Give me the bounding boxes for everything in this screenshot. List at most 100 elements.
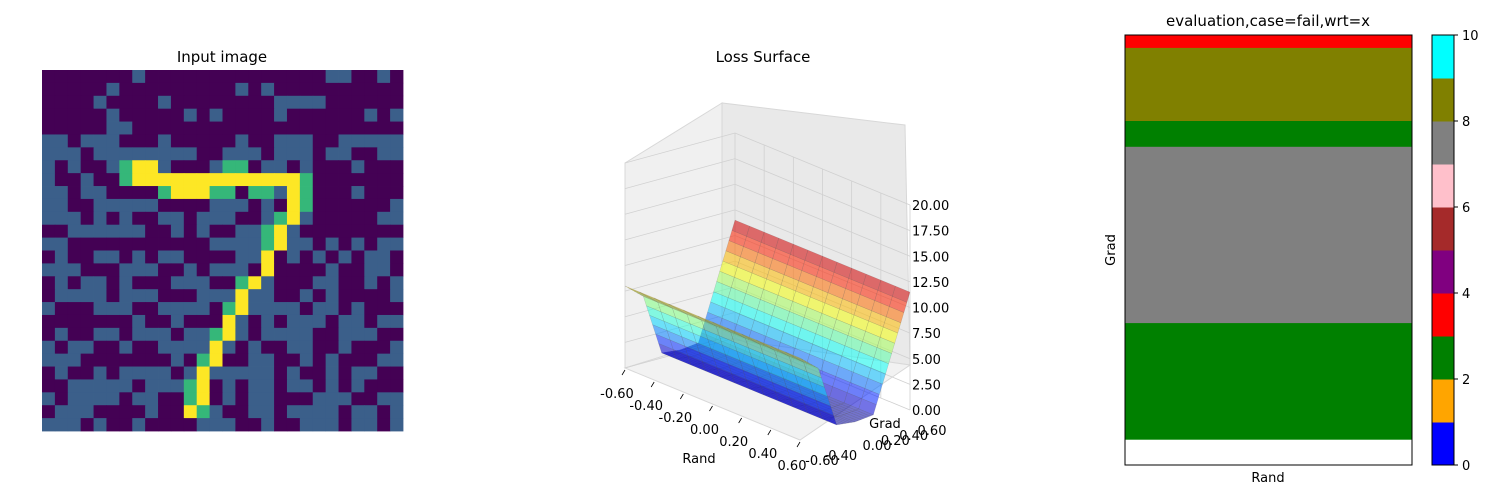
input-pixel (235, 302, 249, 316)
input-pixel (158, 211, 172, 226)
input-pixel (196, 147, 210, 161)
input-pixel (235, 327, 249, 342)
input-pixel (42, 418, 56, 432)
input-pixel (42, 276, 56, 290)
input-pixel (80, 353, 94, 367)
input-pixel (235, 198, 249, 213)
input-pixel (364, 314, 378, 329)
input-pixel (235, 147, 249, 161)
input-pixel (286, 211, 301, 226)
colorbar-segment (1432, 121, 1454, 165)
input-pixel (80, 70, 94, 84)
input-pixel (377, 289, 391, 303)
input-pixel (248, 134, 262, 148)
input-pixel (325, 379, 339, 393)
evaluation-band (1125, 323, 1412, 440)
input-pixel (299, 263, 314, 277)
input-pixel (106, 314, 120, 329)
input-pixel (183, 82, 198, 97)
input-pixel (106, 186, 120, 200)
surface-y-tick: -0.40 (824, 449, 858, 464)
input-pixel (248, 95, 262, 110)
input-pixel (132, 405, 146, 419)
input-pixel (93, 379, 107, 393)
input-pixel (67, 289, 82, 303)
input-pixel (261, 237, 275, 251)
input-pixel (325, 276, 339, 290)
input-pixel (261, 353, 275, 367)
input-pixel (364, 147, 378, 161)
input-pixel (132, 134, 146, 148)
input-pixel (67, 392, 82, 406)
input-pixel (209, 82, 223, 97)
colorbar-segment (1432, 293, 1454, 337)
input-pixel (158, 314, 172, 329)
input-pixel (119, 302, 133, 316)
input-pixel (67, 379, 82, 393)
input-pixel (67, 121, 82, 135)
input-pixel (158, 173, 172, 187)
input-pixel (119, 224, 133, 238)
input-pixel (222, 82, 236, 97)
input-pixel (261, 198, 275, 213)
input-pixel (145, 302, 159, 316)
input-pixel (248, 198, 262, 213)
input-pixel (132, 224, 146, 238)
input-pixel (170, 392, 185, 406)
input-pixel (274, 198, 288, 213)
input-pixel (248, 405, 262, 419)
input-pixel (119, 95, 133, 110)
input-pixel (67, 263, 82, 277)
input-pixel (80, 95, 94, 110)
input-pixel (377, 276, 391, 290)
input-pixel (325, 224, 339, 238)
input-pixel (132, 327, 146, 342)
input-pixel (390, 237, 404, 251)
input-pixel (338, 302, 352, 316)
input-pixel (286, 276, 301, 290)
input-pixel (170, 405, 185, 419)
input-pixel (196, 237, 210, 251)
input-pixel (261, 276, 275, 290)
input-pixel (377, 70, 391, 84)
input-pixel (351, 289, 365, 303)
input-pixel (196, 134, 210, 148)
input-pixel (390, 121, 404, 135)
input-pixel (222, 366, 236, 380)
input-pixel (158, 392, 172, 406)
input-pixel (261, 211, 275, 226)
input-pixel (67, 353, 82, 367)
input-pixel (183, 198, 198, 213)
input-pixel (377, 418, 391, 432)
input-pixel (286, 134, 301, 148)
evaluation-band (1125, 146, 1412, 324)
input-pixel (209, 70, 223, 84)
input-pixel (364, 302, 378, 316)
input-pixel (196, 327, 210, 342)
input-pixel (222, 198, 236, 213)
input-pixel (209, 186, 223, 200)
input-pixel (106, 250, 120, 264)
input-pixel (42, 353, 56, 367)
input-pixel (274, 134, 288, 148)
input-pixel (67, 340, 82, 355)
input-pixel (377, 186, 391, 200)
input-pixel (106, 160, 120, 174)
input-pixel (106, 147, 120, 161)
input-pixel (248, 250, 262, 264)
input-pixel (274, 82, 288, 97)
input-pixel (170, 147, 185, 161)
input-pixel (222, 224, 236, 238)
input-pixel (145, 366, 159, 380)
input-pixel (93, 95, 107, 110)
input-pixel (80, 173, 94, 187)
input-pixel (338, 276, 352, 290)
input-pixel (351, 186, 365, 200)
input-pixel (67, 418, 82, 432)
input-pixel (351, 108, 365, 122)
input-pixel (299, 198, 314, 213)
input-pixel (299, 134, 314, 148)
input-pixel (299, 418, 314, 432)
input-pixel (132, 276, 146, 290)
input-pixel (67, 224, 82, 238)
